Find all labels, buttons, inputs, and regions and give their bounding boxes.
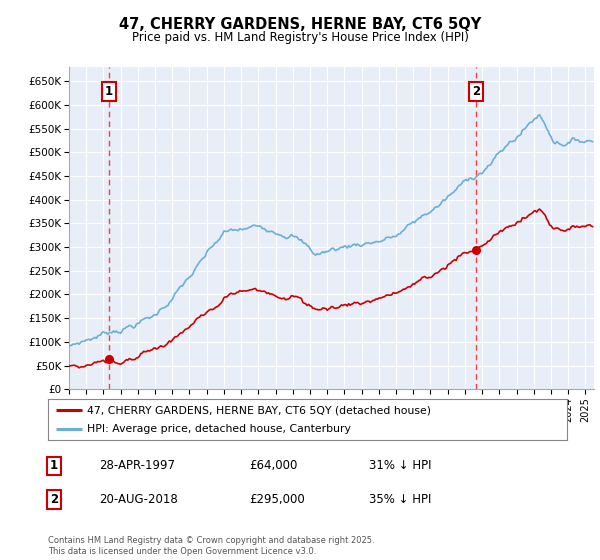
Text: 47, CHERRY GARDENS, HERNE BAY, CT6 5QY: 47, CHERRY GARDENS, HERNE BAY, CT6 5QY (119, 17, 481, 32)
Text: Contains HM Land Registry data © Crown copyright and database right 2025.
This d: Contains HM Land Registry data © Crown c… (48, 536, 374, 556)
Text: HPI: Average price, detached house, Canterbury: HPI: Average price, detached house, Cant… (87, 424, 351, 433)
Text: 35% ↓ HPI: 35% ↓ HPI (369, 493, 431, 506)
Text: 2: 2 (472, 85, 480, 98)
Text: 47, CHERRY GARDENS, HERNE BAY, CT6 5QY (detached house): 47, CHERRY GARDENS, HERNE BAY, CT6 5QY (… (87, 405, 431, 415)
Text: £64,000: £64,000 (249, 459, 298, 473)
Text: 2: 2 (50, 493, 58, 506)
Text: 31% ↓ HPI: 31% ↓ HPI (369, 459, 431, 473)
Text: 1: 1 (50, 459, 58, 473)
Text: £295,000: £295,000 (249, 493, 305, 506)
Text: 28-APR-1997: 28-APR-1997 (99, 459, 175, 473)
Text: 1: 1 (105, 85, 113, 98)
Text: Price paid vs. HM Land Registry's House Price Index (HPI): Price paid vs. HM Land Registry's House … (131, 31, 469, 44)
Text: 20-AUG-2018: 20-AUG-2018 (99, 493, 178, 506)
